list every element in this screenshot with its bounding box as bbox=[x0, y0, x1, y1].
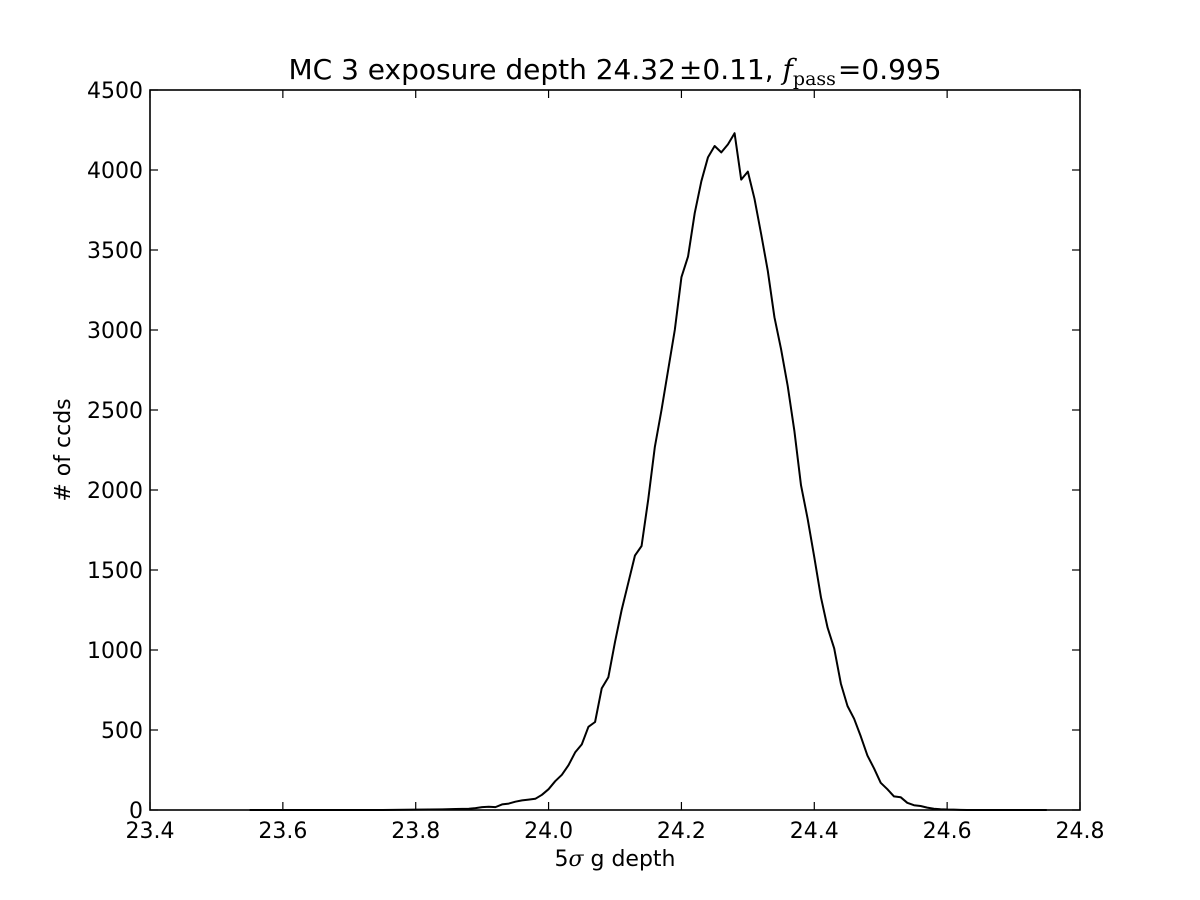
x-tick-label: 23.6 bbox=[258, 819, 307, 844]
title-eq: = bbox=[838, 53, 861, 86]
y-tick-label: 1000 bbox=[87, 639, 143, 664]
plot-frame bbox=[149, 89, 1081, 811]
x-axis-label-sigma: σ bbox=[568, 847, 584, 872]
plot-background bbox=[150, 90, 1080, 810]
y-tick-label: 3000 bbox=[87, 319, 143, 344]
y-tick-label: 3500 bbox=[87, 239, 143, 264]
y-tick-label: 500 bbox=[101, 719, 143, 744]
y-tick-label: 1500 bbox=[87, 559, 143, 584]
x-axis-label: 5σ g depth bbox=[554, 847, 675, 872]
title-pm: ± bbox=[679, 53, 702, 86]
y-tick-label: 4500 bbox=[87, 79, 143, 104]
y-tick-label: 0 bbox=[129, 799, 143, 824]
x-tick-label: 23.8 bbox=[391, 819, 440, 844]
series-layer bbox=[249, 132, 1047, 811]
title-err: 0.11, bbox=[702, 53, 782, 86]
y-axis-label: # of ccds bbox=[51, 398, 76, 501]
title-prefix: MC 3 exposure depth 24.32 bbox=[288, 53, 675, 86]
x-axis-label-prefix: 5 bbox=[554, 847, 568, 872]
ticks-layer: 23.4 23.6 23.8 24.0 24.2 24.4 24.6 24.8 0 500 1000… bbox=[87, 79, 1104, 844]
title-sub: pass bbox=[793, 68, 836, 90]
y-tick-label: 2500 bbox=[87, 399, 143, 424]
x-tick-label: 24.8 bbox=[1056, 819, 1105, 844]
chart-title: MC 3 exposure depth 24.32 ±0.11, fpass=0.… bbox=[288, 53, 941, 90]
title-value: 0.995 bbox=[861, 53, 941, 86]
x-tick-label: 24.0 bbox=[524, 819, 573, 844]
x-tick-label: 23.4 bbox=[126, 819, 175, 844]
x-tick-label: 24.4 bbox=[790, 819, 839, 844]
histogram-line bbox=[249, 132, 1047, 811]
x-tick-label: 24.6 bbox=[923, 819, 972, 844]
x-axis-label-suffix: g depth bbox=[584, 847, 676, 872]
y-tick-label: 4000 bbox=[87, 159, 143, 184]
x-tick-label: 24.2 bbox=[657, 819, 706, 844]
y-tick-label: 2000 bbox=[87, 479, 143, 504]
